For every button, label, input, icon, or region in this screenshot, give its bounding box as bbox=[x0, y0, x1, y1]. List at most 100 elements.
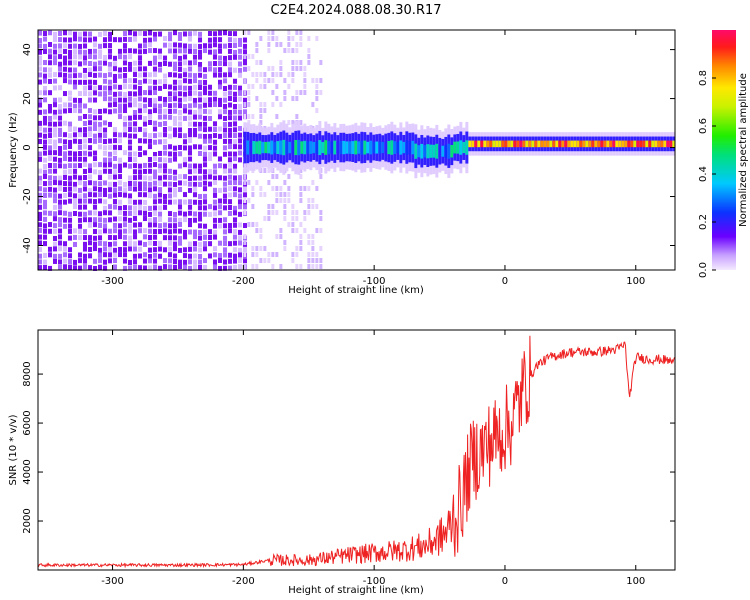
spectrogram-cell bbox=[103, 168, 107, 174]
spectrogram-cell bbox=[243, 49, 247, 55]
spectrogram-cell bbox=[208, 97, 212, 103]
spectrogram-cell bbox=[88, 180, 92, 186]
spectrogram-cell bbox=[103, 199, 107, 205]
spectrogram-cell bbox=[138, 246, 142, 252]
spectrogram-cell bbox=[299, 246, 303, 251]
spectrogram-cell bbox=[153, 210, 157, 216]
spectrogram-cell bbox=[198, 175, 202, 181]
spectrogram-cell bbox=[88, 31, 92, 37]
spectrogram-cell bbox=[233, 84, 237, 90]
spectrogram-band-cell bbox=[597, 140, 601, 148]
spectrogram-cell bbox=[263, 102, 267, 107]
spectrogram-cell bbox=[228, 157, 232, 163]
spectrogram-cell bbox=[178, 36, 182, 42]
spectrogram-cell bbox=[113, 102, 117, 108]
spectrogram-cell bbox=[98, 115, 102, 121]
spectrogram-cell bbox=[128, 259, 132, 265]
spectrogram-cell bbox=[113, 144, 117, 150]
spectrogram-cell bbox=[178, 85, 182, 91]
spectrogram-cell bbox=[53, 253, 57, 259]
spectrogram-cell bbox=[259, 258, 263, 263]
spectrogram-cell bbox=[203, 199, 207, 205]
spectrogram-cell bbox=[108, 61, 112, 67]
spectrogram-cell bbox=[168, 235, 172, 241]
spectrogram-cell bbox=[53, 193, 57, 199]
spectrogram-cell bbox=[118, 223, 122, 229]
spectrogram-cell bbox=[228, 258, 232, 264]
spectrogram-cell bbox=[93, 54, 97, 60]
spectrogram-cell bbox=[38, 234, 42, 240]
spectrogram-cell bbox=[118, 91, 122, 97]
spectrogram-band-cell bbox=[405, 140, 409, 155]
spectrogram-cell bbox=[183, 72, 187, 78]
spectrogram-cell bbox=[68, 247, 72, 253]
spectrogram-cell bbox=[93, 150, 97, 156]
spectrogram-cell bbox=[275, 252, 279, 257]
spectrogram-cell bbox=[143, 162, 147, 168]
spectrogram-cell bbox=[203, 169, 207, 175]
spectrogram-cell bbox=[83, 235, 87, 241]
spectrogram-cell bbox=[98, 138, 102, 144]
spectrogram-cell bbox=[83, 217, 87, 223]
spectrogram-cell bbox=[113, 132, 117, 138]
spectrogram-cell bbox=[255, 222, 259, 227]
spectrogram-cell bbox=[83, 246, 87, 252]
spectrogram-cell bbox=[43, 36, 47, 42]
spectrogram-cell bbox=[178, 199, 182, 205]
spectrogram-cell bbox=[73, 60, 77, 66]
spectrogram-cell bbox=[148, 37, 152, 43]
spectrogram-cell bbox=[247, 102, 251, 107]
spectrogram-cell bbox=[143, 43, 147, 49]
snr-x-tick-label: -200 bbox=[232, 576, 255, 587]
spectrogram-cell bbox=[98, 217, 102, 223]
spectrogram-cell bbox=[168, 103, 172, 109]
spectrogram-cell bbox=[173, 181, 177, 187]
spectrogram-cell bbox=[251, 114, 255, 119]
spectrogram-cell bbox=[279, 42, 283, 47]
spectrogram-cell bbox=[243, 186, 247, 192]
spectrogram-cell bbox=[291, 96, 295, 101]
spectrogram-cell bbox=[103, 265, 107, 271]
spectrogram-cell bbox=[287, 174, 291, 179]
spectrogram-cell bbox=[63, 30, 67, 36]
spectrogram-cell bbox=[283, 246, 287, 251]
spectrogram-cell bbox=[53, 121, 57, 127]
spectrogram-cell bbox=[88, 138, 92, 144]
spectrogram-cell bbox=[168, 258, 172, 264]
spectrogram-cell bbox=[183, 217, 187, 223]
spectrogram-cell bbox=[223, 61, 227, 67]
spectrogram-cell bbox=[238, 54, 242, 60]
spectrogram-cell bbox=[128, 48, 132, 54]
spectrogram-cell bbox=[307, 258, 311, 263]
spectrogram-cell bbox=[218, 60, 222, 66]
spectrogram-cell bbox=[153, 222, 157, 228]
spectrogram-cell bbox=[243, 240, 247, 245]
spectrogram-cell bbox=[88, 54, 92, 60]
spectrogram-cell bbox=[78, 187, 82, 193]
spectrogram-cell bbox=[315, 84, 319, 89]
spectrogram-cell bbox=[43, 85, 47, 91]
spectrogram-cell bbox=[243, 114, 247, 119]
colorbar-label: Normalized spectral amplitude bbox=[738, 73, 749, 227]
spectrogram-cell bbox=[98, 198, 102, 204]
spectrogram-cell bbox=[108, 90, 112, 96]
spectrogram-cell bbox=[198, 247, 202, 253]
spectrogram-cell bbox=[48, 78, 52, 84]
spectrogram-cell bbox=[43, 73, 47, 79]
spectrogram-cell bbox=[208, 229, 212, 235]
spectrogram-cell bbox=[63, 181, 67, 187]
spectrogram-cell bbox=[108, 66, 112, 72]
spectrogram-band-cell bbox=[495, 140, 499, 148]
spectrogram-cell bbox=[138, 253, 142, 259]
spectrogram-cell bbox=[188, 96, 192, 102]
spectrogram-cell bbox=[148, 30, 152, 36]
spectrogram-cell bbox=[88, 210, 92, 216]
spectrogram-cell bbox=[63, 48, 67, 54]
spectrogram-cell bbox=[53, 235, 57, 241]
spectrogram-cell bbox=[291, 72, 295, 77]
spectrogram-cell bbox=[153, 133, 157, 139]
spectrogram-cell bbox=[228, 151, 232, 157]
spectrogram-cell bbox=[103, 228, 107, 234]
spectrogram-cell bbox=[153, 264, 157, 270]
spectrogram-cell bbox=[178, 109, 182, 115]
